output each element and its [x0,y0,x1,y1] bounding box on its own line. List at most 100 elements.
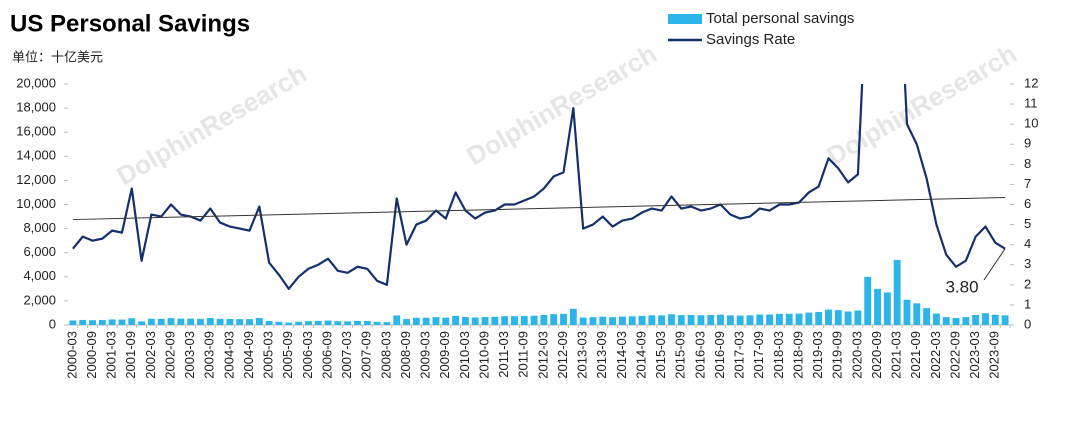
bar [108,319,116,325]
x-tick-label: 2017-03 [732,331,747,379]
bar [893,259,901,325]
y2-tick-label: 7 [1024,176,1031,191]
bar [295,321,303,325]
bar [314,320,322,325]
bar [687,314,695,325]
bar [618,316,626,325]
bar [991,314,999,325]
bar [766,314,774,325]
bar [167,318,175,325]
x-tick-label: 2016-09 [712,331,727,379]
x-tick-label: 2005-09 [280,331,295,379]
annotation-leader [983,248,1006,281]
bar [756,314,764,325]
bar [452,315,460,325]
x-tick-label: 2010-09 [476,331,491,379]
bar [726,315,734,325]
bar [69,320,77,325]
x-tick-label: 2023-03 [967,331,982,379]
bar [501,316,509,325]
bar [393,315,401,325]
bar [834,310,842,325]
bar [746,315,754,325]
chart-title: US Personal Savings [10,10,250,37]
trend-line [72,196,1006,221]
legend-label: Savings Rate [706,31,795,48]
bar [550,314,558,325]
bar [825,309,832,325]
bar [511,316,518,325]
x-tick-label: 2007-09 [359,331,374,379]
bar [432,317,440,325]
bar [285,322,293,325]
bar [609,317,617,325]
bar [638,315,646,325]
x-tick-label: 2004-03 [221,331,236,379]
y2-tick-label: 12 [1024,75,1038,90]
x-tick-label: 2012-03 [535,331,550,379]
x-tick-label: 2021-09 [908,331,923,379]
bar [844,311,852,325]
bar [883,292,891,325]
bar [874,288,881,325]
bar [354,320,361,325]
bar [854,310,862,325]
x-tick-label: 2016-03 [692,331,707,379]
y2-tick-label: 10 [1024,116,1038,131]
bar [403,319,410,325]
bar [187,318,195,325]
legend-label: Total personal savings [706,10,854,27]
bar [530,315,538,325]
y-tick-label: 0 [49,316,56,331]
bar [962,317,970,325]
y2-tick-label: 11 [1024,96,1038,111]
legend-swatch [668,14,702,24]
x-tick-label: 2011-03 [496,331,511,378]
x-tick-label: 2013-09 [594,331,609,379]
annotation: 3.80 [945,277,978,296]
bar [923,308,931,325]
bar [383,322,391,325]
x-tick-label: 2006-03 [300,331,315,379]
bar [334,321,342,325]
bar [736,315,744,325]
y-tick-label: 14,000 [16,148,56,163]
y-tick-label: 6,000 [23,244,56,259]
bar [128,318,136,325]
bar [569,308,577,325]
bar [658,315,666,325]
x-tick-label: 2006-09 [319,331,334,379]
bar [138,321,146,325]
y2-tick-label: 8 [1024,156,1031,171]
bar [560,313,567,325]
bar [236,319,244,325]
x-tick-label: 2019-03 [810,331,825,379]
x-tick-label: 2005-03 [261,331,276,379]
x-tick-label: 2009-09 [437,331,452,379]
watermark: DolphinResearch [111,58,311,191]
y2-tick-label: 0 [1024,316,1031,331]
x-tick-label: 2020-03 [849,331,864,379]
bar [795,313,803,325]
x-tick-label: 2001-03 [104,331,119,379]
bar [471,317,479,325]
bar [79,319,87,325]
x-tick-label: 2003-03 [182,331,197,379]
x-tick-label: 2003-09 [202,331,217,379]
bar [805,312,813,325]
y-tick-label: 8,000 [23,220,56,235]
watermark: DolphinResearch [461,38,661,171]
bar [118,319,126,325]
y-tick-label: 12,000 [16,172,56,187]
x-tick-label: 2002-03 [143,331,158,379]
bar [89,320,96,325]
bar [942,317,950,325]
y-tick-label: 4,000 [23,268,56,283]
x-tick-label: 2007-03 [339,331,354,379]
bar [697,315,705,325]
bar [197,318,204,325]
y2-tick-label: 5 [1024,216,1031,231]
bar [903,299,911,325]
bar [481,317,489,325]
